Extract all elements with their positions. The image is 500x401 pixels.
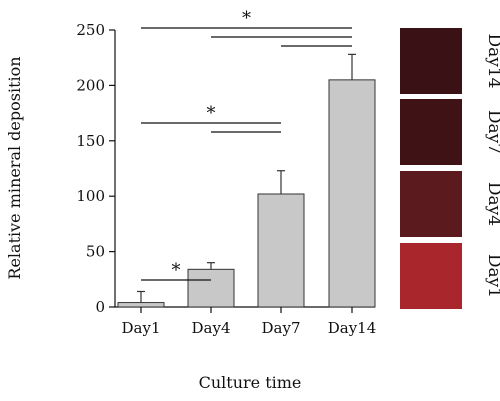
- significance-star: *: [207, 103, 216, 124]
- x-axis-label: Culture time: [199, 373, 302, 392]
- x-axis-ticks: Day1 Day4 Day7 Day14: [122, 307, 377, 337]
- stain-panel-label: Day14: [484, 33, 500, 88]
- y-axis-label: Relative mineral deposition: [5, 56, 24, 279]
- bars: [117, 79, 376, 308]
- stain-panel-label: Day7: [484, 110, 500, 154]
- y-tick-label: 50: [86, 243, 105, 261]
- bar-chart: 0 50 100 150 200 250 Day1 Day4 Day7 Day14 * * * Re…: [5, 8, 376, 392]
- stain-image-day14: [400, 28, 462, 94]
- y-tick-label: 150: [76, 132, 105, 150]
- y-tick-label: 0: [95, 298, 105, 316]
- significance-star: *: [242, 8, 251, 29]
- stain-image-day4: [400, 171, 462, 237]
- stain-panel-label: Day4: [484, 182, 500, 226]
- significance-star: *: [172, 260, 181, 281]
- y-tick-label: 200: [76, 76, 105, 94]
- stain-image-day7: [400, 99, 462, 165]
- significance-brackets: * * *: [141, 8, 352, 281]
- bar-day1: [117, 302, 165, 308]
- y-axis-ticks: 0 50 100 150 200 250: [76, 21, 115, 316]
- bar-day7: [257, 193, 305, 308]
- x-tick-label: Day14: [328, 319, 377, 337]
- x-tick-label: Day7: [262, 319, 301, 337]
- bar-day4: [187, 268, 235, 308]
- y-tick-label: 250: [76, 21, 105, 39]
- y-tick-label: 100: [76, 187, 105, 205]
- stain-image-panels: Day14 Day7 Day4 Day1: [400, 28, 500, 309]
- stain-panel-label: Day1: [484, 254, 500, 298]
- x-tick-label: Day1: [122, 319, 161, 337]
- stain-image-day1: [400, 243, 462, 309]
- error-bars: [137, 53, 356, 303]
- x-tick-label: Day4: [192, 319, 231, 337]
- bar-day14: [328, 79, 376, 308]
